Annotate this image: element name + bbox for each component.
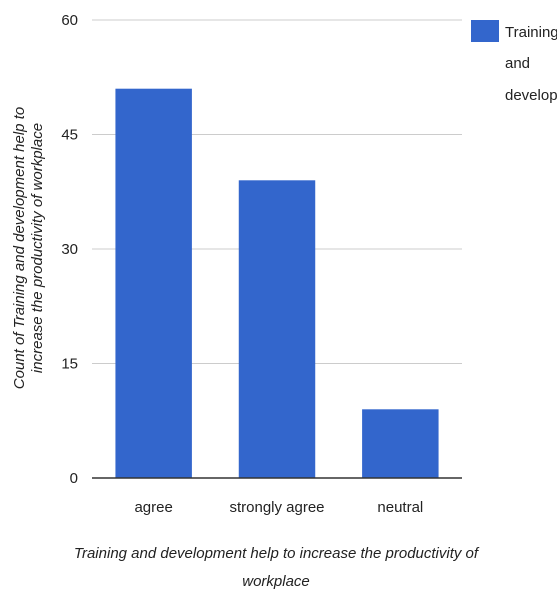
x-axis-title-line: Training and development help to increas… xyxy=(74,545,480,562)
y-axis-title: Count of Training and development help t… xyxy=(11,107,46,389)
y-tick-label: 60 xyxy=(61,12,78,29)
y-tick-label: 15 xyxy=(61,356,78,373)
legend-label-line: Training xyxy=(505,24,557,41)
y-tick-label: 30 xyxy=(61,241,78,258)
y-tick-label: 45 xyxy=(61,127,78,144)
x-category-label: strongly agree xyxy=(229,499,324,516)
legend-label-line: and xyxy=(505,55,530,72)
x-axis-title: Training and development help to increas… xyxy=(74,545,480,590)
y-axis-ticks: 0 15 30 45 60 xyxy=(61,12,78,487)
x-axis-categories: agree strongly agree neutral xyxy=(134,499,423,516)
y-axis-title-line: Count of Training and development help t… xyxy=(11,107,28,389)
legend-label-line: develop... xyxy=(505,87,557,104)
bar xyxy=(362,409,439,478)
legend-swatch xyxy=(471,20,499,42)
bar xyxy=(238,180,316,479)
x-category-label: neutral xyxy=(377,499,423,516)
y-axis-title-line: increase the productivity of workplace xyxy=(29,123,46,373)
x-axis-title-line: workplace xyxy=(242,573,310,590)
bars xyxy=(115,88,439,479)
bar xyxy=(115,88,192,478)
y-tick-label: 0 xyxy=(70,470,78,487)
legend: Training and develop... xyxy=(471,20,557,104)
x-category-label: agree xyxy=(134,499,172,516)
